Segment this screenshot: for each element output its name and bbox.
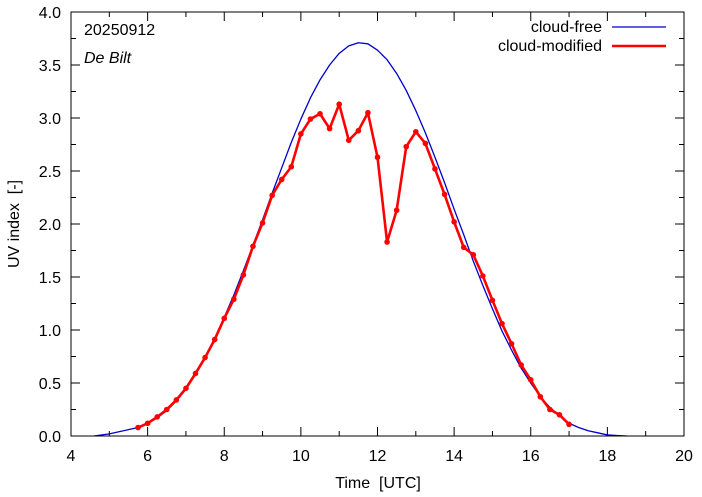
data-point-cloud-modified: [317, 110, 323, 117]
y-tick-label: 1.5: [39, 270, 61, 287]
data-point-cloud-modified: [135, 424, 141, 431]
series-line-cloud-modified: [137, 102, 570, 429]
data-point-cloud-modified: [413, 128, 419, 135]
data-point-cloud-modified: [499, 320, 505, 327]
data-point-cloud-modified: [355, 127, 362, 134]
data-point-cloud-modified: [384, 239, 390, 245]
plot-frame: [70, 11, 685, 437]
data-point-cloud-modified: [547, 406, 553, 413]
data-point-cloud-modified: [566, 421, 572, 428]
legend-label-cloud-modified: cloud-modified: [498, 38, 602, 55]
data-point-cloud-modified: [202, 354, 208, 361]
data-point-cloud-modified: [480, 273, 486, 279]
date-label: 20250912: [84, 22, 155, 39]
series-layer: [93, 42, 627, 437]
data-point-cloud-modified: [192, 370, 199, 377]
legend-label-cloud-free: cloud-free: [531, 19, 602, 36]
x-tick-label: 16: [522, 448, 540, 465]
x-tick-label: 14: [445, 448, 463, 465]
x-tick-label: 12: [369, 448, 387, 465]
data-point-cloud-modified: [288, 163, 295, 170]
data-point-cloud-modified: [240, 272, 247, 278]
data-point-cloud-modified: [326, 125, 333, 132]
data-point-cloud-modified: [259, 220, 266, 226]
y-tick-label: 3.0: [39, 111, 61, 128]
y-tick-label: 4.0: [39, 5, 61, 22]
y-tick-label: 2.5: [39, 164, 61, 181]
data-point-cloud-modified: [163, 406, 170, 413]
data-point-cloud-modified: [307, 116, 314, 122]
data-point-cloud-modified: [393, 207, 400, 214]
data-point-cloud-modified: [537, 393, 544, 400]
y-tick-label: 0.5: [39, 376, 61, 393]
data-point-cloud-modified: [231, 296, 237, 303]
x-tick-label: 10: [292, 448, 310, 465]
data-point-cloud-modified: [221, 315, 228, 322]
data-point-cloud-modified: [403, 143, 410, 150]
legend: cloud-free cloud-modified: [498, 19, 666, 55]
data-point-cloud-modified: [144, 420, 151, 427]
y-tick-label: 1.0: [39, 323, 61, 340]
y-tick-label: 3.5: [39, 58, 61, 75]
data-point-cloud-modified: [470, 251, 477, 258]
data-point-cloud-modified: [154, 414, 161, 420]
location-label: De Bilt: [84, 50, 132, 67]
data-point-cloud-modified: [489, 297, 496, 304]
data-point-cloud-modified: [451, 219, 457, 225]
data-point-cloud-modified: [211, 336, 218, 343]
data-point-cloud-modified: [336, 101, 342, 108]
data-point-cloud-modified: [365, 109, 371, 116]
data-point-cloud-modified: [460, 244, 467, 251]
y-tick-labels: 0.0 0.5 1.0 1.5 2.0 2.5 3.0 3.5 4.0: [39, 5, 61, 446]
data-point-cloud-modified: [345, 137, 352, 144]
data-point-cloud-modified: [432, 166, 438, 172]
data-point-cloud-modified: [518, 362, 524, 368]
data-point-cloud-modified: [298, 131, 304, 137]
data-point-cloud-modified: [250, 243, 256, 250]
y-tick-label: 2.0: [39, 217, 61, 234]
x-tick-labels: 4 6 8 10 12 14 16 18 20: [67, 448, 693, 465]
x-tick-label: 8: [220, 448, 229, 465]
data-point-cloud-modified: [527, 377, 534, 383]
data-point-cloud-modified: [508, 340, 515, 347]
y-tick-label: 0.0: [39, 429, 61, 446]
data-point-cloud-modified: [269, 192, 275, 199]
x-axis-title: Time [UTC]: [335, 475, 421, 492]
data-point-cloud-modified: [173, 397, 180, 403]
x-tick-label: 6: [143, 448, 152, 465]
y-axis-title: UV index [-]: [6, 180, 23, 268]
tick-marks: [70, 11, 685, 437]
series-line-cloud-free: [93, 42, 627, 437]
data-point-cloud-modified: [422, 140, 429, 147]
x-tick-label: 4: [67, 448, 76, 465]
x-tick-label: 18: [598, 448, 616, 465]
data-point-cloud-modified: [374, 154, 381, 161]
data-point-cloud-modified: [441, 191, 448, 198]
data-point-cloud-modified: [556, 412, 563, 418]
x-tick-label: 20: [675, 448, 693, 465]
data-point-cloud-modified: [278, 176, 285, 183]
data-point-cloud-modified: [183, 385, 189, 392]
